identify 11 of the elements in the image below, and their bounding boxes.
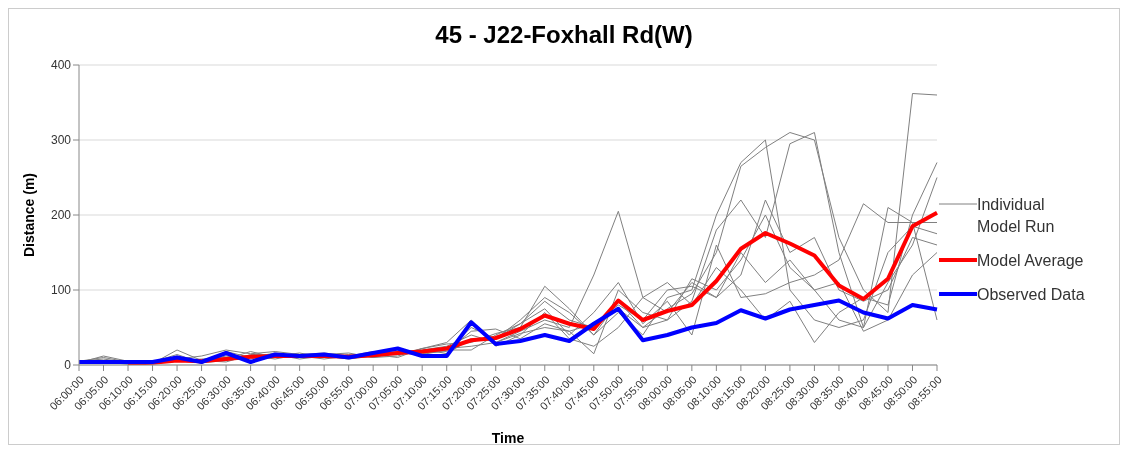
y-axis-title: Distance (m) bbox=[20, 172, 37, 258]
legend-label: Individual Model Run bbox=[977, 195, 1056, 237]
y-tick-label: 300 bbox=[50, 133, 72, 148]
y-tick-label: 400 bbox=[50, 58, 72, 73]
chart-title: 45 - J22-Foxhall Rd(W) bbox=[434, 20, 694, 50]
legend-label: Model Average bbox=[977, 251, 1085, 271]
y-tick-label: 200 bbox=[50, 208, 72, 223]
y-tick-label: 100 bbox=[50, 283, 72, 298]
y-tick-label: 0 bbox=[64, 358, 72, 373]
legend-label: Observed Data bbox=[977, 285, 1086, 305]
x-axis-title: Time bbox=[491, 430, 525, 446]
